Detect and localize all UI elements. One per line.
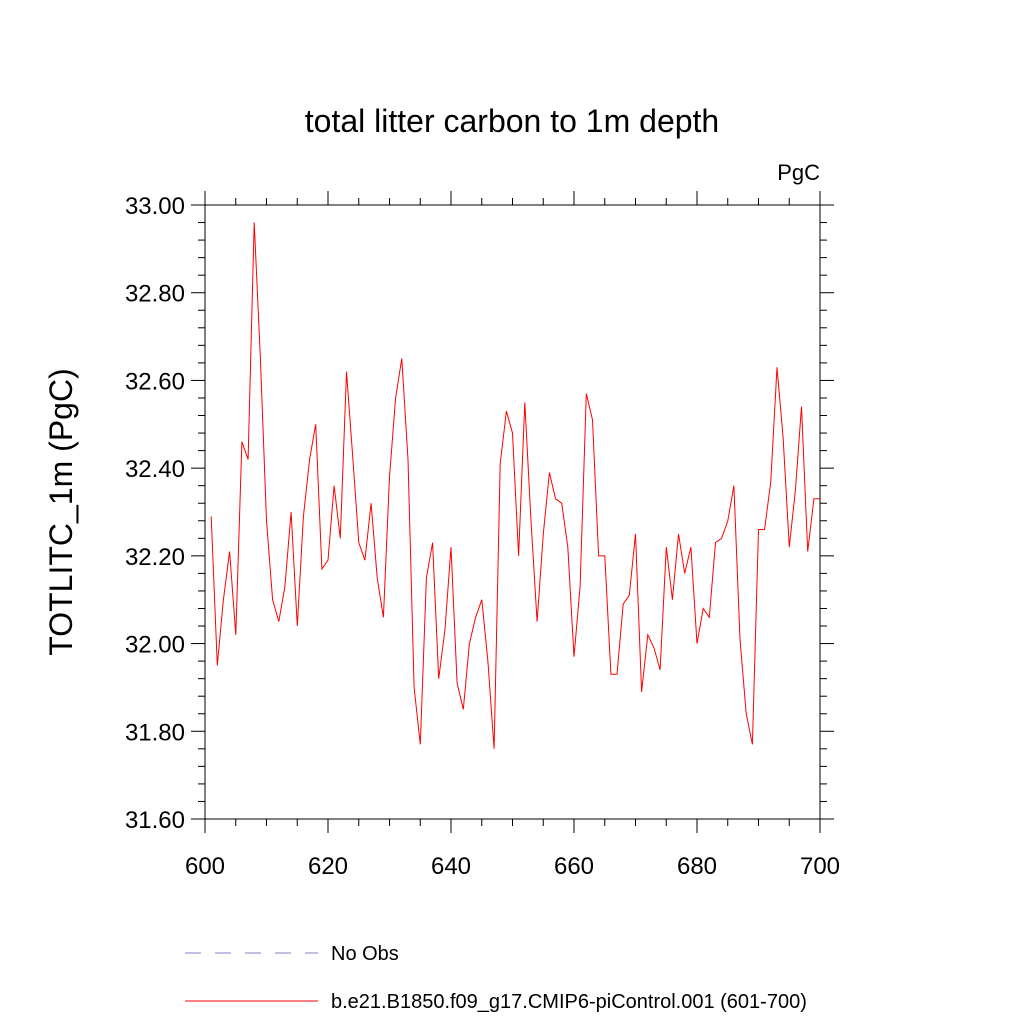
- plot-frame: [204, 204, 821, 820]
- legend: No Obs b.e21.B1850.f09_g17.CMIP6-piContr…: [185, 943, 807, 1013]
- legend-label-no-obs: No Obs: [331, 943, 399, 965]
- y-tick-label: 31.80: [125, 719, 185, 746]
- x-tick-label: 640: [431, 853, 471, 880]
- y-tick-label: 31.60: [125, 807, 185, 834]
- axis-ticks: [191, 191, 834, 833]
- y-tick-label: 32.60: [125, 368, 185, 395]
- series-line-1: [210, 222, 820, 749]
- x-tick-label: 700: [800, 853, 840, 880]
- units-label: PgC: [777, 160, 820, 185]
- chart-title: total litter carbon to 1m depth: [305, 103, 719, 139]
- x-tick-label: 660: [554, 853, 594, 880]
- tick-labels: 31.60 31.80 32.00 32.20 32.40 32.60 32.80 33.00…: [125, 193, 840, 880]
- y-axis-label: TOTLITC_1m (PgC): [43, 368, 79, 655]
- x-tick-label: 620: [308, 853, 348, 880]
- y-tick-label: 32.00: [125, 632, 185, 659]
- x-tick-label: 600: [185, 853, 225, 880]
- y-tick-label: 33.00: [125, 193, 185, 220]
- x-tick-label: 680: [677, 853, 717, 880]
- series-layer: [210, 222, 820, 749]
- y-tick-label: 32.80: [125, 281, 185, 308]
- y-tick-label: 32.40: [125, 456, 185, 483]
- y-tick-label: 32.20: [125, 544, 185, 571]
- legend-label-picontrol: b.e21.B1850.f09_g17.CMIP6-piControl.001 …: [331, 991, 807, 1013]
